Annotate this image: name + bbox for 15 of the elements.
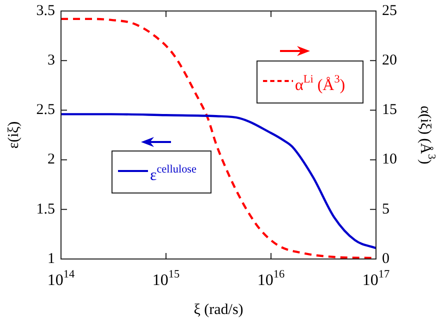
- y-tick-label: 3: [48, 52, 55, 69]
- y2-tick-label: 5: [382, 201, 390, 218]
- y2-tick-label: 25: [382, 2, 397, 19]
- x-axis-title: ξ (rad/s): [194, 302, 244, 318]
- y2-tick-label: 0: [382, 250, 390, 267]
- y-tick-label: 1: [48, 250, 55, 267]
- y2-tick-label: 15: [382, 102, 397, 118]
- y-tick-label: 3.5: [36, 2, 55, 19]
- y-tick-label: 1.5: [36, 201, 55, 218]
- y2-axis-title: α(iξ) (Å3): [417, 106, 436, 164]
- y-axis-title: ε(iξ): [6, 121, 22, 149]
- y-tick-label: 2: [48, 152, 55, 168]
- y2-tick-label: 10: [382, 152, 397, 168]
- y2-tick-label: 20: [382, 52, 397, 69]
- y-tick-label: 2.5: [36, 102, 55, 118]
